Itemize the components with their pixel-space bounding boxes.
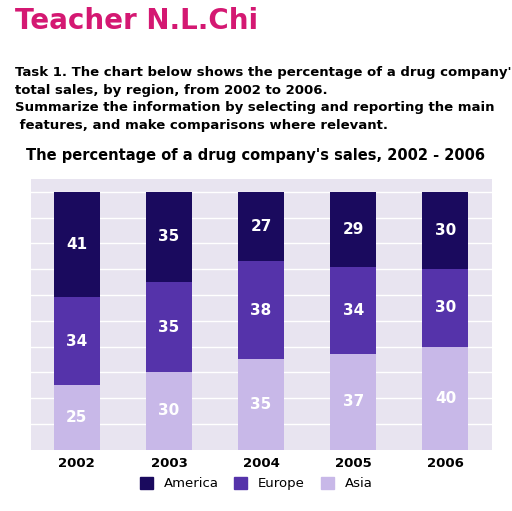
Bar — [54, 385, 100, 450]
Bar — [422, 192, 468, 269]
Text: 34: 34 — [66, 334, 88, 349]
Text: 40: 40 — [435, 390, 456, 406]
Text: 30: 30 — [435, 300, 456, 315]
Text: 27: 27 — [250, 219, 272, 234]
Bar — [238, 359, 284, 450]
Bar — [238, 192, 284, 262]
Text: Teacher N.L.Chi: Teacher N.L.Chi — [15, 7, 259, 35]
Text: 34: 34 — [343, 303, 364, 318]
Text: 35: 35 — [250, 397, 272, 412]
Text: 25: 25 — [66, 410, 88, 425]
Text: 30: 30 — [158, 404, 180, 419]
Bar — [422, 346, 468, 450]
Text: The percentage of a drug company's sales, 2002 - 2006: The percentage of a drug company's sales… — [27, 148, 485, 164]
Bar — [330, 354, 376, 450]
Text: 35: 35 — [158, 229, 180, 244]
Bar — [54, 297, 100, 385]
Bar — [238, 262, 284, 359]
Bar — [330, 267, 376, 354]
Bar — [54, 192, 100, 297]
Text: Task 1. The chart below shows the percentage of a drug company's
total sales, by: Task 1. The chart below shows the percen… — [15, 66, 512, 132]
Text: 30: 30 — [435, 223, 456, 238]
Bar — [330, 192, 376, 267]
Bar — [146, 282, 192, 373]
Legend: America, Europe, Asia: America, Europe, Asia — [134, 472, 378, 495]
Bar — [146, 373, 192, 450]
Bar — [422, 269, 468, 346]
Text: 37: 37 — [343, 394, 364, 409]
Text: 35: 35 — [158, 320, 180, 335]
Text: 29: 29 — [343, 222, 364, 237]
Text: 41: 41 — [66, 237, 88, 252]
Bar — [146, 192, 192, 282]
Text: 38: 38 — [250, 303, 272, 318]
